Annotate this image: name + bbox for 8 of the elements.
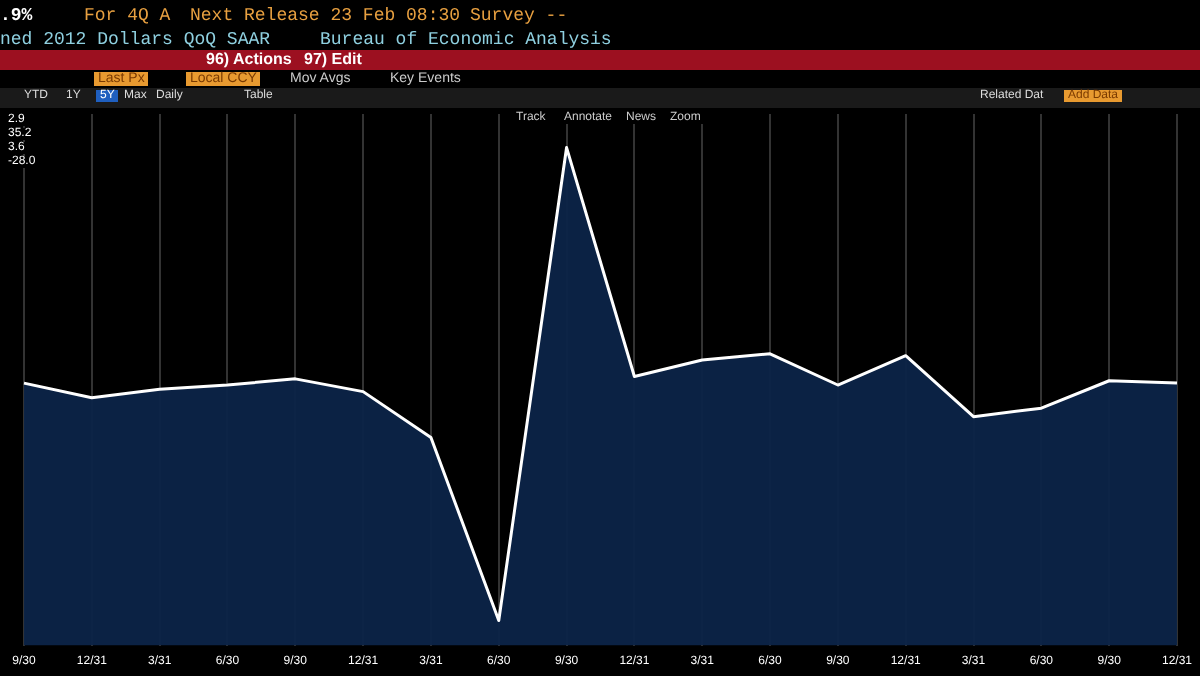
text: ned 2012 Dollars QoQ SAAR: [0, 30, 271, 50]
text: Next Release 23 Feb 08:30: [190, 6, 461, 26]
text: For 4Q A: [84, 6, 171, 26]
text: Bureau of Economic Analysis: [320, 30, 612, 50]
text: 97) Edit: [304, 50, 362, 68]
text: 96) Actions: [206, 50, 292, 68]
text: Survey --: [470, 6, 568, 26]
text: .9%: [0, 6, 33, 26]
